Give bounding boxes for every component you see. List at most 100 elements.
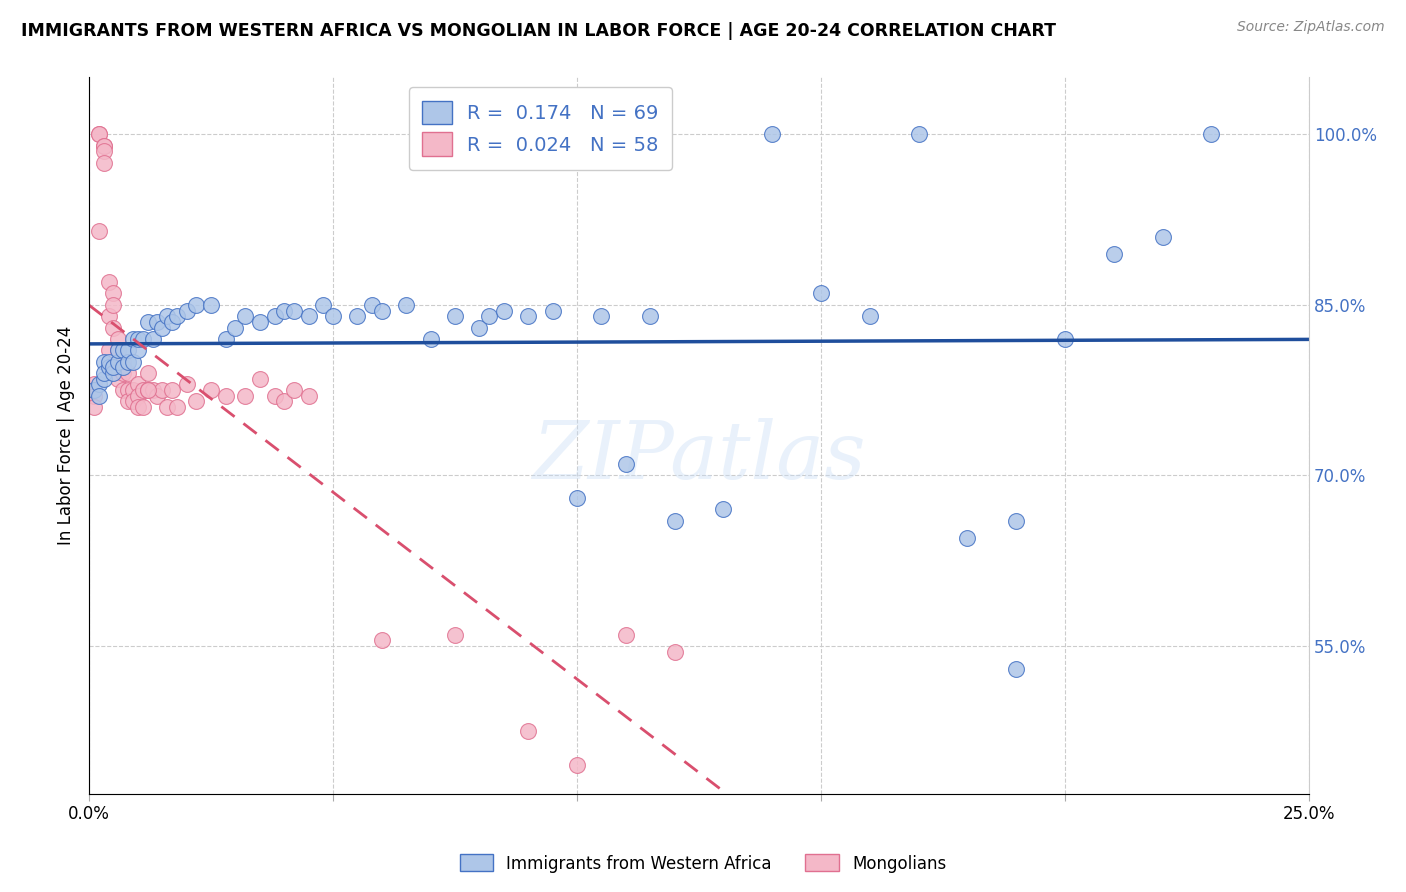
Point [614,627,637,641]
Point [146,389,169,403]
Point [87,128,110,142]
Point [517,724,540,739]
Point [87,389,110,403]
Point [117,354,139,368]
Point [107,343,129,358]
Point [132,400,155,414]
Point [117,383,139,397]
Point [859,309,882,323]
Point [127,332,149,346]
Point [156,309,179,323]
Point [249,372,271,386]
Point [103,360,125,375]
Point [93,372,115,386]
Point [468,320,491,334]
Point [103,320,125,334]
Point [614,457,637,471]
Point [97,354,120,368]
Point [93,138,115,153]
Point [97,309,120,323]
Point [249,315,271,329]
Point [136,383,159,397]
Point [150,383,173,397]
Point [273,303,295,318]
Point [87,377,110,392]
Point [1054,332,1077,346]
Point [122,394,145,409]
Point [1102,246,1125,260]
Point [176,377,198,392]
Point [565,491,588,505]
Point [233,389,256,403]
Point [346,309,368,323]
Point [127,343,149,358]
Point [200,298,222,312]
Point [638,309,661,323]
Point [107,343,129,358]
Point [1005,514,1028,528]
Point [298,309,321,323]
Point [444,309,467,323]
Point [907,128,929,142]
Point [107,332,129,346]
Point [136,315,159,329]
Point [478,309,501,323]
Legend: Immigrants from Western Africa, Mongolians: Immigrants from Western Africa, Mongolia… [453,847,953,880]
Point [83,389,105,403]
Point [517,309,540,323]
Point [224,320,246,334]
Point [166,400,188,414]
Point [322,309,344,323]
Point [444,627,467,641]
Point [103,298,125,312]
Point [127,400,149,414]
Point [233,309,256,323]
Point [122,383,145,397]
Text: IMMIGRANTS FROM WESTERN AFRICA VS MONGOLIAN IN LABOR FORCE | AGE 20-24 CORRELATI: IMMIGRANTS FROM WESTERN AFRICA VS MONGOL… [21,22,1056,40]
Point [132,383,155,397]
Point [103,366,125,380]
Point [93,145,115,159]
Point [283,303,305,318]
Point [273,394,295,409]
Point [263,389,285,403]
Point [97,360,120,375]
Point [87,224,110,238]
Point [132,332,155,346]
Point [200,383,222,397]
Legend: R =  0.174   N = 69, R =  0.024   N = 58: R = 0.174 N = 69, R = 0.024 N = 58 [409,87,672,169]
Point [395,298,418,312]
Point [1201,128,1223,142]
Point [1152,229,1174,244]
Point [83,383,105,397]
Point [371,633,394,648]
Text: ZIPatlas: ZIPatlas [533,418,866,496]
Y-axis label: In Labor Force | Age 20-24: In Labor Force | Age 20-24 [58,326,75,545]
Point [112,383,135,397]
Point [312,298,335,312]
Point [541,303,564,318]
Point [186,394,208,409]
Point [93,366,115,380]
Point [160,315,183,329]
Point [215,332,238,346]
Point [141,383,163,397]
Point [112,366,135,380]
Point [117,366,139,380]
Point [127,377,149,392]
Point [492,303,515,318]
Point [136,366,159,380]
Point [263,309,285,323]
Point [117,394,139,409]
Point [122,354,145,368]
Point [160,383,183,397]
Point [591,309,613,323]
Point [1005,662,1028,676]
Point [215,389,238,403]
Point [176,303,198,318]
Text: Source: ZipAtlas.com: Source: ZipAtlas.com [1237,20,1385,34]
Point [112,354,135,368]
Point [112,343,135,358]
Point [565,758,588,772]
Point [713,502,735,516]
